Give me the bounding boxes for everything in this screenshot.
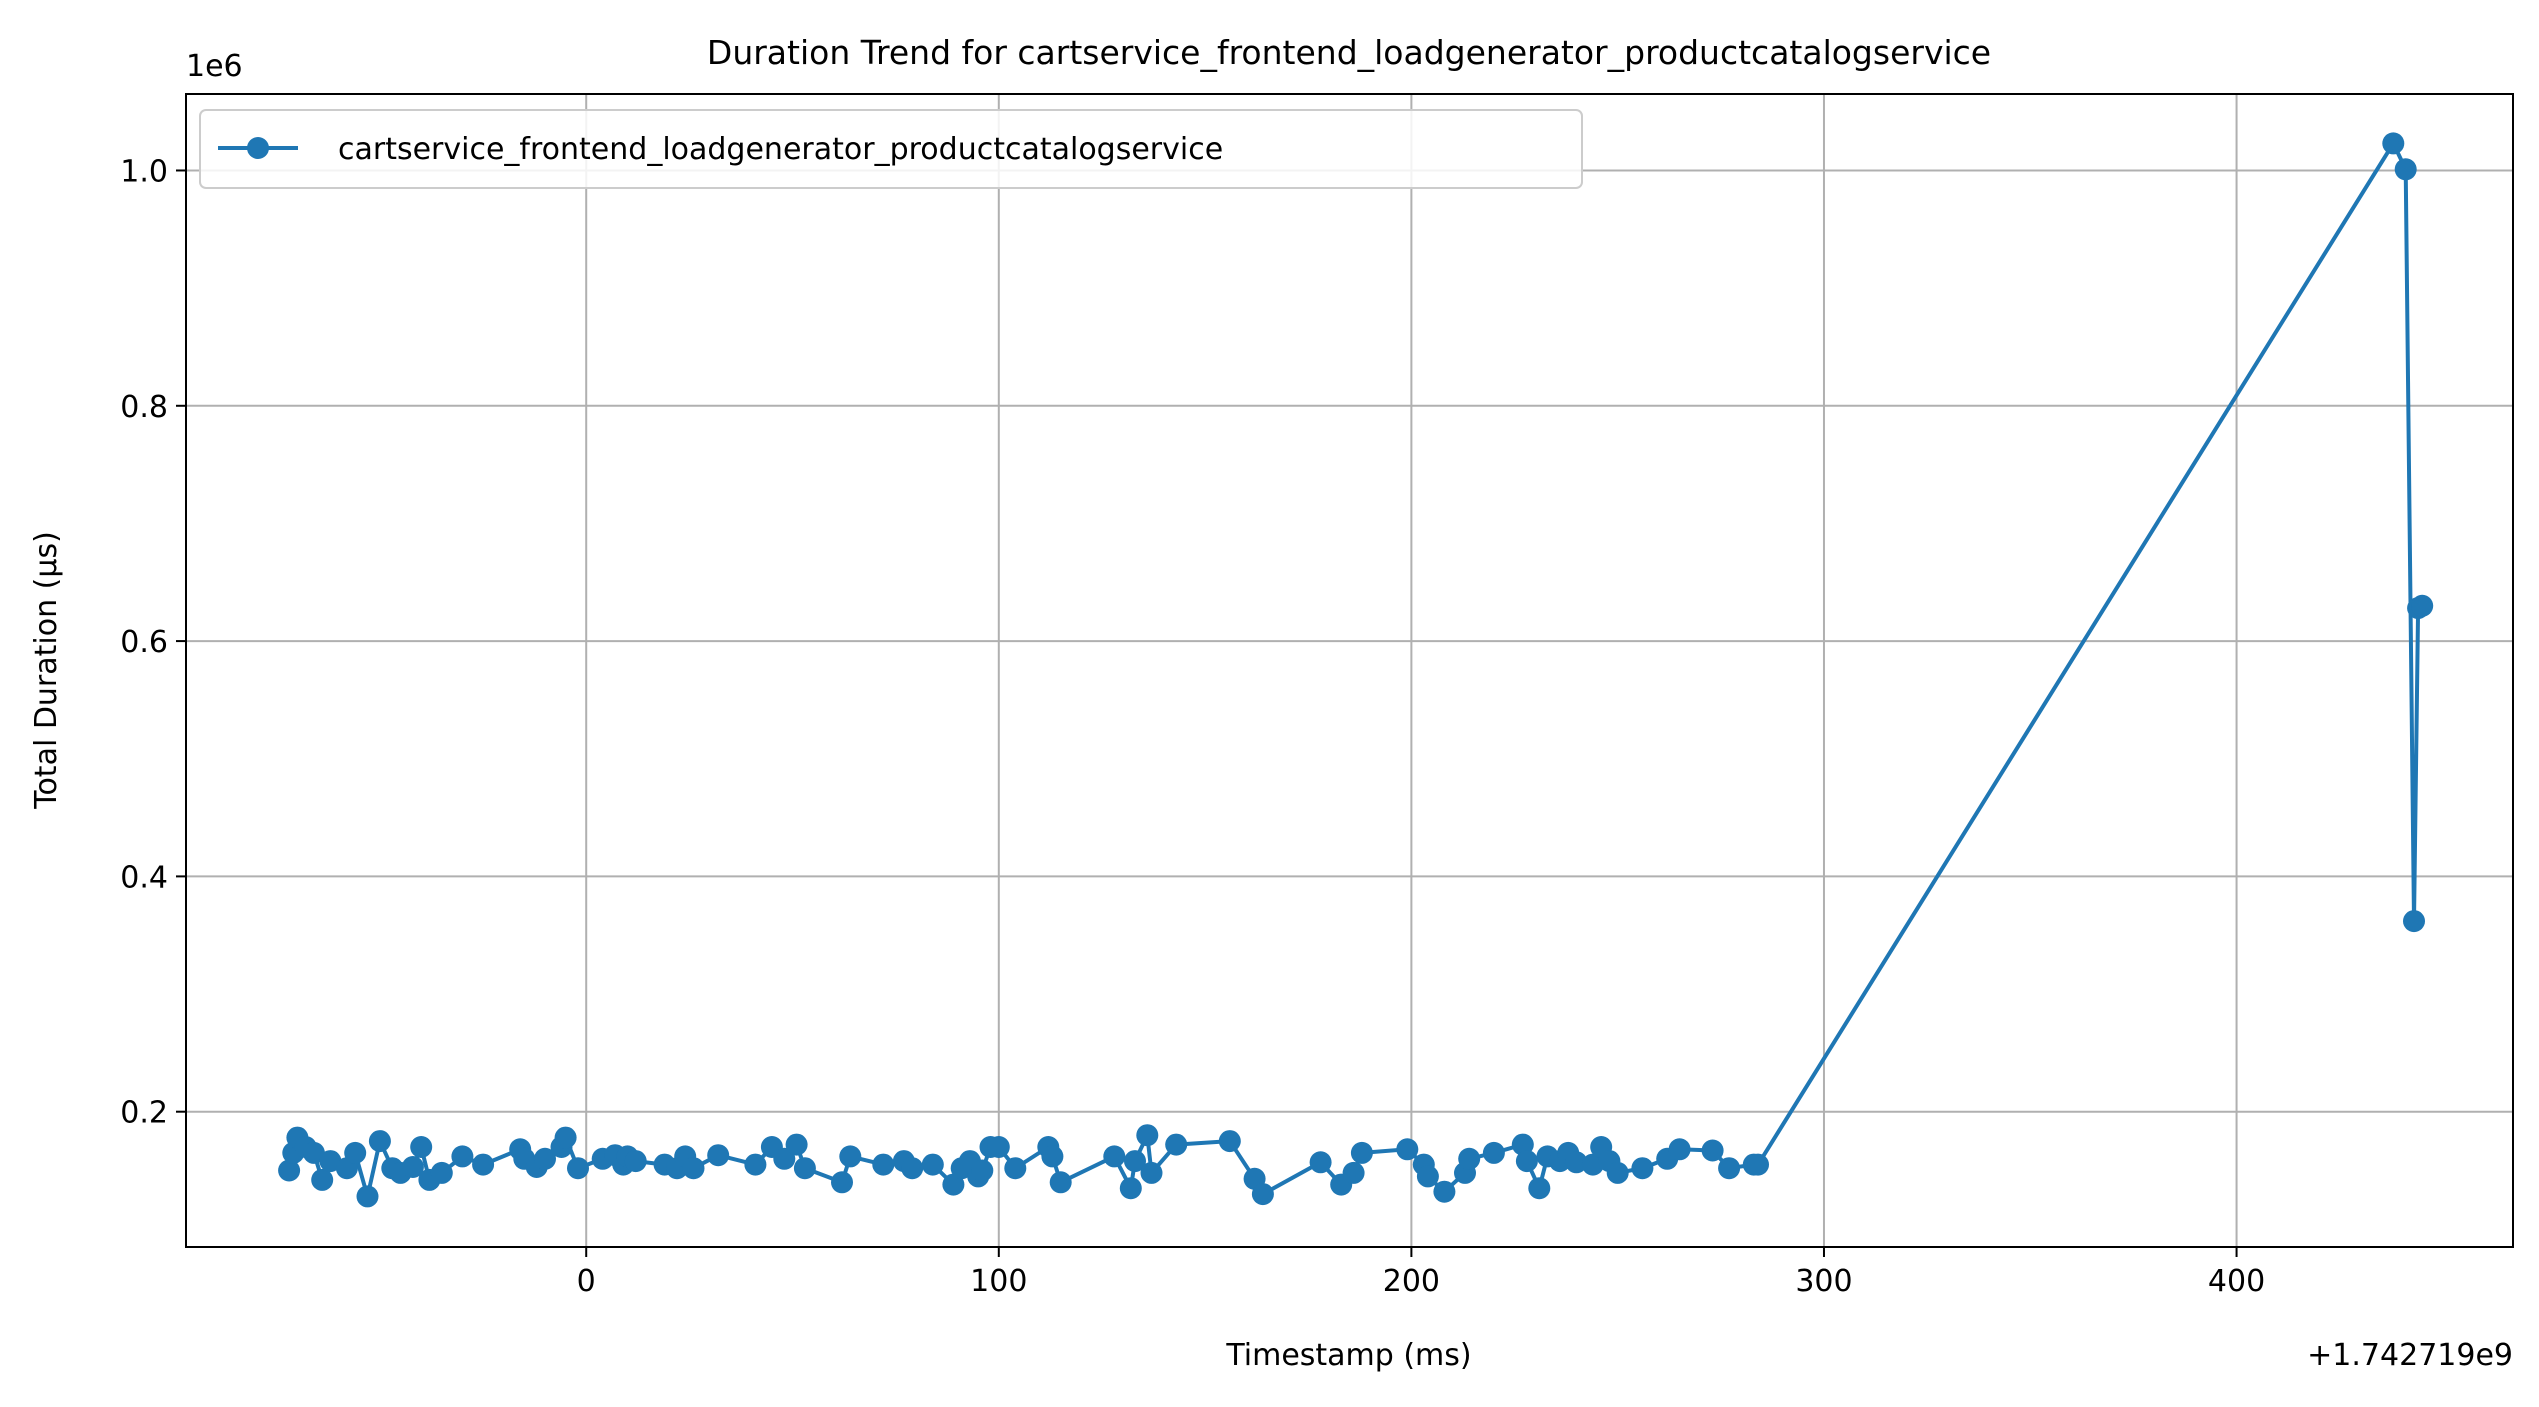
data-point [319,1150,342,1173]
data-point [401,1156,424,1178]
data-point [682,1157,705,1180]
data-point [2394,158,2417,181]
data-point [356,1185,379,1208]
data-point [1631,1157,1654,1180]
data-point [942,1173,965,1196]
data-point [1528,1177,1551,1200]
x-tick-label: 300 [1795,1264,1852,1299]
plot-frame [185,93,2514,1248]
data-point [1140,1161,1163,1184]
data-point [971,1159,994,1182]
data-point [1565,1151,1588,1174]
data-point [839,1145,862,1168]
data-point [831,1171,853,1194]
data-point [451,1145,474,1168]
data-point [1458,1147,1481,1170]
data-point [1136,1124,1159,1147]
data-point [1747,1153,1769,1176]
data-point [1251,1183,1274,1206]
data-point [1124,1150,1146,1173]
chart-title: Duration Trend for cartservice_frontend_… [707,33,1991,72]
y-scale-label: 1e6 [186,49,243,84]
data-point [368,1130,391,1153]
data-point [785,1133,808,1156]
data-point [773,1147,796,1170]
data-point [278,1159,301,1182]
data-point [1342,1161,1365,1184]
data-point [793,1157,816,1180]
x-axis-label: Timestamp (ms) [1225,1338,1471,1373]
data-point [901,1157,924,1180]
x-tick-label: 100 [970,1264,1027,1299]
data-point [624,1150,647,1173]
data-point [707,1144,730,1167]
y-tick-label: 0.6 [120,625,168,660]
data-point [1350,1141,1373,1164]
y-tick-label: 1.0 [120,154,168,189]
y-axis-label: Total Duration (µs) [29,531,64,810]
data-point [1515,1150,1538,1173]
legend-box [199,109,1583,189]
legend-label: cartservice_frontend_loadgenerator_produ… [338,132,1223,167]
data-point [410,1136,433,1158]
data-point [1606,1161,1629,1184]
x-tick-label: 0 [577,1264,596,1299]
legend: cartservice_frontend_loadgenerator_produ… [199,109,1583,189]
y-tick-label: 0.4 [120,860,168,895]
data-point [1165,1133,1188,1156]
data-point [2382,132,2405,155]
data-point [302,1141,325,1164]
axis-ticks: 0 100 200 300 400 0.2 0.4 0.6 0.8 1.0 [120,154,2265,1299]
x-tick-label: 200 [1383,1264,1440,1299]
data-point [2411,594,2434,617]
data-point [1668,1138,1691,1161]
data-point [921,1153,944,1176]
data-point [1309,1151,1332,1174]
y-tick-label: 0.2 [120,1096,168,1131]
data-point [1218,1130,1241,1153]
data-point [744,1153,767,1176]
y-tick-label: 0.8 [120,390,168,425]
data-point [1581,1153,1604,1176]
data-point [2403,910,2425,933]
data-point [1049,1171,1072,1194]
data-point [1701,1139,1724,1162]
data-point [534,1147,556,1170]
data-point [311,1168,334,1191]
series-layer [278,132,2434,1208]
data-point [1433,1180,1456,1203]
data-point [1119,1177,1142,1200]
x-tick-label: 400 [2208,1264,2265,1299]
data-point [567,1157,589,1180]
data-point [987,1136,1010,1158]
data-point [472,1153,495,1176]
data-point [1004,1157,1027,1180]
data-point [872,1153,895,1176]
data-point [1482,1141,1505,1164]
data-point [1041,1145,1064,1168]
data-point [1416,1165,1439,1188]
data-point [1396,1138,1419,1161]
x-offset-label: +1.742719e9 [2307,1338,2513,1373]
data-point [1718,1157,1741,1180]
legend-marker-swatch [247,137,269,159]
data-point [430,1161,453,1184]
data-point [1103,1145,1126,1168]
data-point [344,1141,367,1164]
data-point [554,1126,577,1149]
data-point [1511,1133,1534,1156]
